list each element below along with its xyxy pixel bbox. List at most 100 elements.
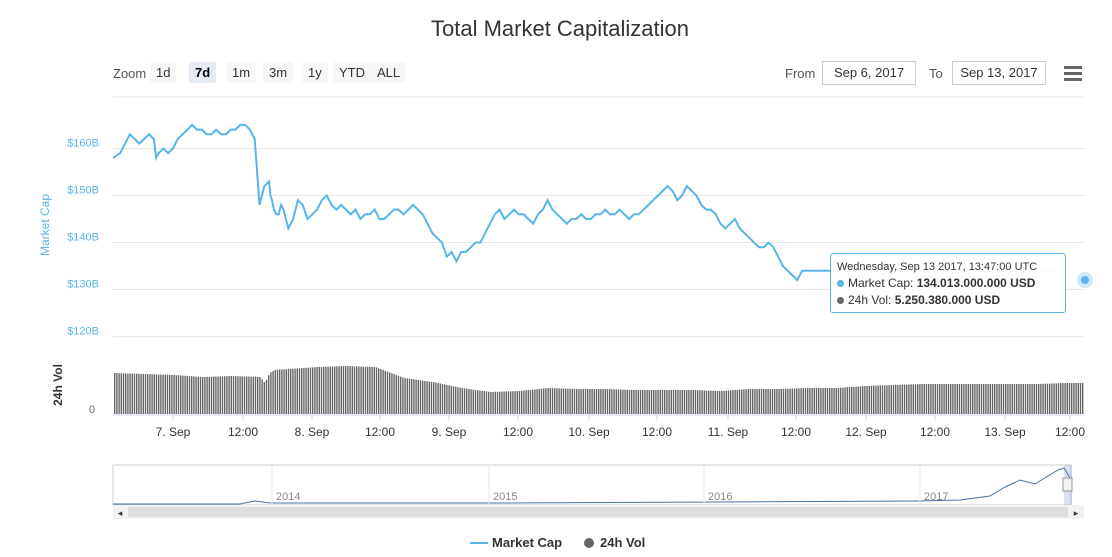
volume-bar (582, 389, 584, 414)
zoom-7d-button[interactable]: 7d (189, 62, 217, 83)
volume-bar (1049, 383, 1051, 414)
volume-bar (158, 374, 160, 414)
volume-bar (818, 388, 820, 414)
volume-bar (989, 384, 991, 414)
volume-bar (298, 368, 301, 414)
volume-bar (985, 384, 987, 414)
volume-bar (807, 388, 809, 414)
volume-bar (886, 385, 888, 414)
volume-bar (769, 389, 771, 414)
volume-bar (230, 376, 232, 414)
zoom-3m-button[interactable]: 3m (263, 62, 294, 83)
volume-bar (549, 388, 551, 414)
volume-bar (241, 376, 243, 414)
volume-bar (463, 388, 466, 414)
zoom-1m-button[interactable]: 1m (226, 62, 257, 83)
volume-bar (488, 391, 490, 414)
volume-bar (389, 372, 391, 414)
volume-bar (657, 390, 659, 414)
tooltip-volume-label: 24h Vol: (848, 293, 892, 307)
range-to-input[interactable]: Sep 13, 2017 (952, 61, 1046, 85)
volume-bar (780, 388, 782, 414)
volume-bar (675, 390, 677, 414)
volume-bar (496, 391, 499, 414)
volume-bar (833, 388, 835, 414)
volume-bar (969, 384, 972, 414)
volume-bar (895, 384, 897, 414)
volume-bar (862, 386, 864, 414)
volume-bar (901, 384, 903, 414)
hover-marker (1077, 272, 1093, 288)
volume-bar (877, 385, 879, 414)
volume-bar (688, 390, 690, 414)
volume-bar (521, 390, 523, 414)
x-tick-label: 12:00 (365, 425, 395, 439)
volume-bar (958, 384, 961, 414)
volume-bar (358, 366, 360, 414)
volume-bar (501, 391, 503, 414)
volume-bar (492, 391, 494, 414)
volume-bar (573, 388, 576, 414)
volume-bar (417, 380, 419, 414)
volume-bar (164, 374, 166, 414)
volume-bar (611, 389, 613, 414)
volume-bar (505, 391, 507, 414)
volume-bar (349, 366, 351, 414)
volume-bar (419, 380, 422, 414)
zoom-1y-button[interactable]: 1y (302, 62, 328, 83)
volume-bar (708, 390, 710, 414)
volume-bar (191, 376, 193, 414)
volume-bar (312, 367, 314, 414)
volume-bar (140, 373, 142, 414)
volume-bar (864, 386, 866, 414)
legend-circle-icon (584, 537, 594, 548)
volume-bar (422, 380, 424, 414)
volume-bar (930, 384, 932, 414)
volume-bar (338, 366, 340, 414)
volume-bar (917, 384, 919, 414)
volume-bar (1027, 384, 1029, 414)
hamburger-menu-icon[interactable] (1064, 66, 1082, 81)
zoom-all-button[interactable]: ALL (371, 62, 407, 83)
volume-bar (855, 386, 857, 414)
volume-bar (512, 391, 514, 414)
volume-bar (188, 376, 191, 414)
volume-bar (771, 389, 774, 414)
volume-bar (939, 384, 941, 414)
volume-bar (802, 388, 804, 414)
volume-bar (538, 388, 540, 414)
tooltip-volume-value: 5.250.380.000 USD (894, 293, 1001, 307)
volume-bar (648, 390, 650, 414)
volume-bar (963, 384, 965, 414)
volume-bar (301, 368, 303, 414)
volume-bar (402, 377, 404, 414)
volume-bar (547, 388, 549, 414)
volume-bar (928, 384, 930, 414)
range-from-label: From (785, 66, 816, 81)
volume-bar (923, 384, 925, 414)
x-tick-label: 12:00 (228, 425, 258, 439)
volume-bar (173, 375, 175, 414)
volume-bar (169, 374, 171, 414)
volume-bar (551, 388, 554, 414)
zoom-ytd-button[interactable]: YTD (333, 62, 371, 83)
volume-bar (1002, 384, 1005, 414)
volume-bar (738, 389, 741, 414)
zoom-1d-button[interactable]: 1d (150, 62, 177, 83)
svg-text:◂: ◂ (118, 509, 123, 519)
legend-market-cap[interactable]: Market Cap (470, 534, 562, 552)
hover-tooltip: Wednesday, Sep 13 2017, 13:47:00 UTC Mar… (830, 253, 1066, 313)
volume-bar (870, 385, 873, 414)
volume-bar (411, 379, 413, 414)
volume-bar (1024, 384, 1027, 414)
volume-bar (763, 389, 765, 414)
navigator: 2014 2015 2016 2017 ◂ ▸ (112, 464, 1084, 519)
volume-bar (620, 389, 622, 414)
volume-bar (274, 369, 276, 414)
volume-bar (294, 368, 296, 414)
volume-bar (155, 374, 158, 414)
volume-bar (884, 385, 886, 414)
legend-volume[interactable]: 24h Vol (584, 534, 645, 552)
volume-bar (961, 384, 963, 414)
range-from-input[interactable]: Sep 6, 2017 (822, 61, 916, 85)
